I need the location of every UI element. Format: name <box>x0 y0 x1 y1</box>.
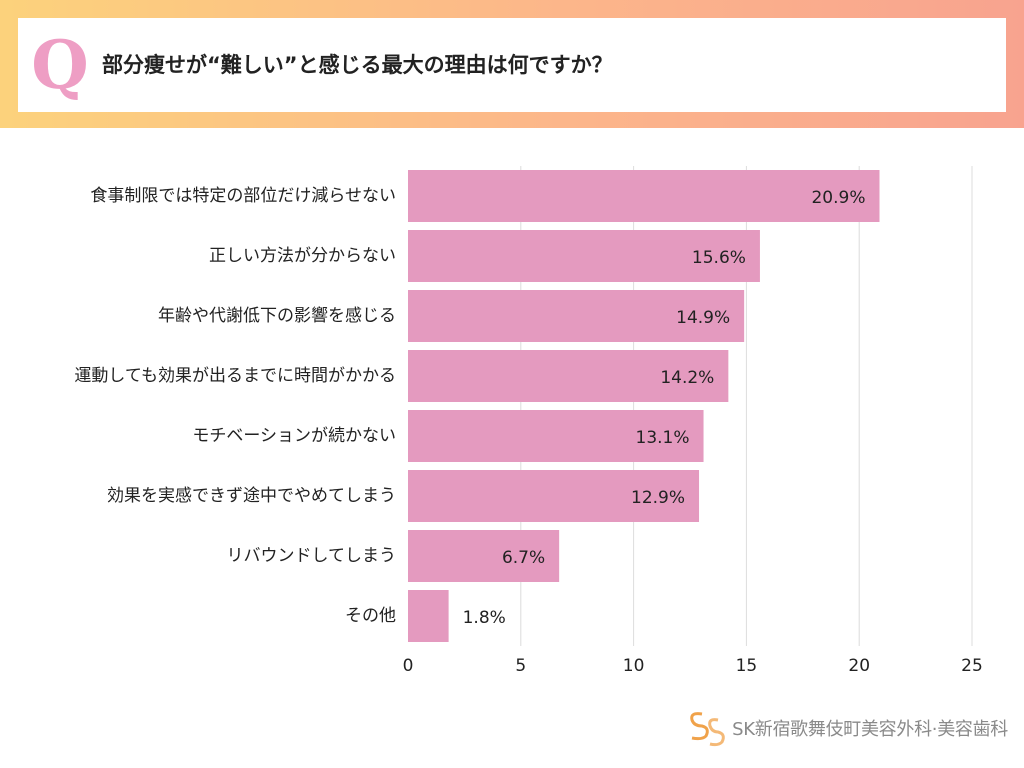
logo-text: SK新宿歌舞伎町美容外科·美容歯科 <box>732 719 1008 740</box>
bar <box>408 410 704 462</box>
category-label: その他 <box>345 606 396 626</box>
q-icon: Q <box>31 26 89 104</box>
data-label: 12.9% <box>631 488 685 508</box>
bar <box>408 170 880 222</box>
x-tick-label: 10 <box>623 656 645 676</box>
bar <box>408 350 729 402</box>
bar <box>408 470 700 522</box>
clinic-logo: SK新宿歌舞伎町美容外科·美容歯科 <box>684 708 1008 748</box>
category-label: リバウンドしてしまう <box>227 546 397 566</box>
category-label: 年齢や代謝低下の影響を感じる <box>158 306 396 326</box>
sk-logo-icon <box>690 712 725 747</box>
category-label: 効果を実感できず途中でやめてしまう <box>107 486 396 506</box>
data-label: 13.1% <box>636 428 690 448</box>
question-box: Q 部分痩せが“難しい”と感じる最大の理由は何ですか？ <box>18 18 1006 112</box>
x-tick-label: 15 <box>736 656 758 676</box>
bar <box>408 230 760 282</box>
category-label: モチベーションが続かない <box>192 426 396 446</box>
data-label: 6.7% <box>502 548 545 568</box>
data-label: 14.2% <box>660 368 714 388</box>
bar <box>408 590 449 642</box>
bar <box>408 290 745 342</box>
category-label: 正しい方法が分からない <box>209 246 396 266</box>
x-tick-label: 5 <box>515 656 526 676</box>
data-label: 1.8% <box>463 608 506 628</box>
category-label: 運動しても効果が出るまでに時間がかかる <box>74 366 396 386</box>
data-label: 14.9% <box>676 308 730 328</box>
x-tick-label: 20 <box>848 656 870 676</box>
x-tick-label: 0 <box>403 656 414 676</box>
bar-chart: 食事制限では特定の部位だけ減らせない 20.9% 正しい方法が分からない 15.6% 年… <box>74 166 983 676</box>
question-title: 部分痩せが“難しい”と感じる最大の理由は何ですか？ <box>102 53 613 77</box>
data-label: 20.9% <box>811 188 865 208</box>
data-label: 15.6% <box>692 248 746 268</box>
bar <box>408 530 560 582</box>
category-label: 食事制限では特定の部位だけ減らせない <box>90 186 396 206</box>
x-tick-label: 25 <box>961 656 983 676</box>
